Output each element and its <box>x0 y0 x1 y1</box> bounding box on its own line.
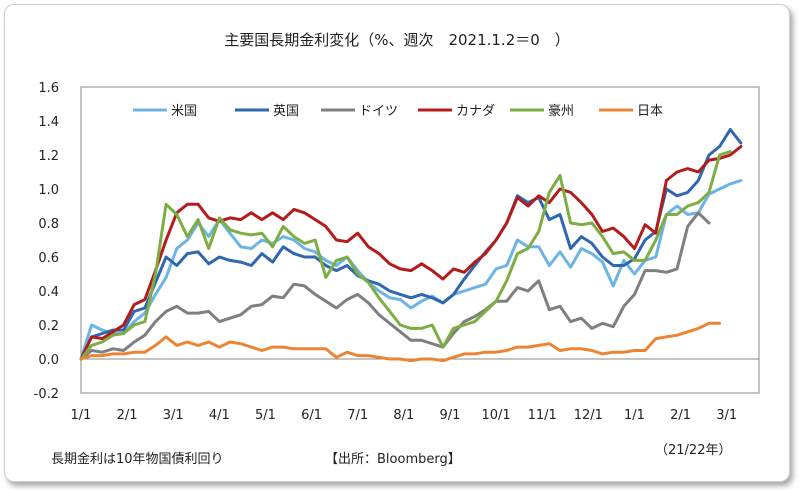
footer-note: 長期金利は10年物国債利回り <box>51 451 224 467</box>
x-tick-label: 5/1 <box>255 408 276 423</box>
x-tick-label: 6/1 <box>301 408 322 423</box>
footer-source: 【出所：Bloomberg】 <box>325 452 461 467</box>
chart-title: 主要国長期金利変化（%、週次 2021.1.2＝0 ） <box>224 31 570 49</box>
chart-frame: 主要国長期金利変化（%、週次 2021.1.2＝0 ） 1.6 1.4 1.2 1.0… <box>4 4 790 482</box>
y-tick-label: 0.6 <box>38 251 59 266</box>
y-tick-label: 1.4 <box>38 115 59 130</box>
series-line-4 <box>79 150 732 361</box>
series-line-1 <box>79 128 743 361</box>
x-tick-label: 8/1 <box>393 408 414 423</box>
y-tick-label: 1.2 <box>38 149 59 164</box>
y-tick-label: 0.2 <box>38 319 59 334</box>
legend-label-0: 米国 <box>171 104 197 119</box>
y-axis-ticks: 1.6 1.4 1.2 1.0 0.8 0.6 0.4 0.2 0.0 -0.2 <box>34 81 59 402</box>
legend-label-4: 豪州 <box>548 103 574 119</box>
series-line-0 <box>79 179 743 361</box>
x-tick-label: 1/1 <box>71 408 92 423</box>
y-tick-label: 0.8 <box>38 217 59 232</box>
x-tick-label: 12/1 <box>574 408 603 423</box>
series-line-2 <box>79 211 711 361</box>
x-tick-label: 2/1 <box>670 408 691 423</box>
x-tick-label: 7/1 <box>347 408 368 423</box>
legend-label-5: 日本 <box>637 104 663 119</box>
x-axis-ticks: 1/1 2/1 3/1 4/1 5/1 6/1 7/1 8/1 9/1 10/1 11/1 12/1 1… <box>71 408 738 423</box>
y-tick-label: -0.2 <box>34 387 59 402</box>
y-tick-label: 0.4 <box>38 285 59 300</box>
x-tick-label: 10/1 <box>482 408 511 423</box>
legend-label-2: ドイツ <box>359 104 398 119</box>
x-tick-label: 1/1 <box>624 408 645 423</box>
series-line-3 <box>79 145 743 361</box>
legend-label-3: カナダ <box>456 104 495 119</box>
plot-area-border <box>80 86 760 394</box>
x-tick-label: 4/1 <box>209 408 230 423</box>
x-tick-label: 2/1 <box>117 408 138 423</box>
x-tick-label: 9/1 <box>440 408 461 423</box>
y-tick-label: 0.0 <box>38 353 59 368</box>
y-tick-label: 1.6 <box>38 81 59 96</box>
series-lines <box>79 128 743 363</box>
legend-label-1: 英国 <box>273 104 299 119</box>
y-tick-label: 1.0 <box>38 183 59 198</box>
x-tick-label: 3/1 <box>163 408 184 423</box>
legend: 米国 英国 ドイツ カナダ 豪州 日本 <box>133 103 663 119</box>
series-line-5 <box>79 321 722 363</box>
footer-period: （21/22年） <box>655 443 731 458</box>
x-tick-label: 3/1 <box>716 408 737 423</box>
x-tick-label: 11/1 <box>528 408 557 423</box>
line-chart: 主要国長期金利変化（%、週次 2021.1.2＝0 ） 1.6 1.4 1.2 1.0… <box>34 31 760 467</box>
